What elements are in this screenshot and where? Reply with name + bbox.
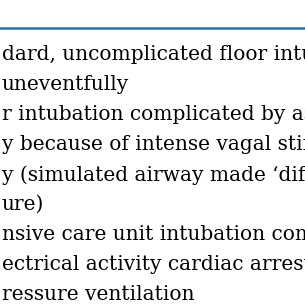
- Text: ure): ure): [2, 195, 44, 214]
- Text: y (simulated airway made ‘diff: y (simulated airway made ‘diff: [2, 165, 305, 185]
- Text: nsive care unit intubation com: nsive care unit intubation com: [2, 225, 305, 244]
- Text: dard, uncomplicated floor intu: dard, uncomplicated floor intu: [2, 45, 305, 64]
- Text: ectrical activity cardiac arrest w: ectrical activity cardiac arrest w: [2, 255, 305, 274]
- Text: y because of intense vagal stim: y because of intense vagal stim: [2, 135, 305, 154]
- Text: uneventfully: uneventfully: [2, 75, 129, 94]
- Text: r intubation complicated by as: r intubation complicated by as: [2, 105, 305, 124]
- Text: ressure ventilation: ressure ventilation: [2, 285, 195, 304]
